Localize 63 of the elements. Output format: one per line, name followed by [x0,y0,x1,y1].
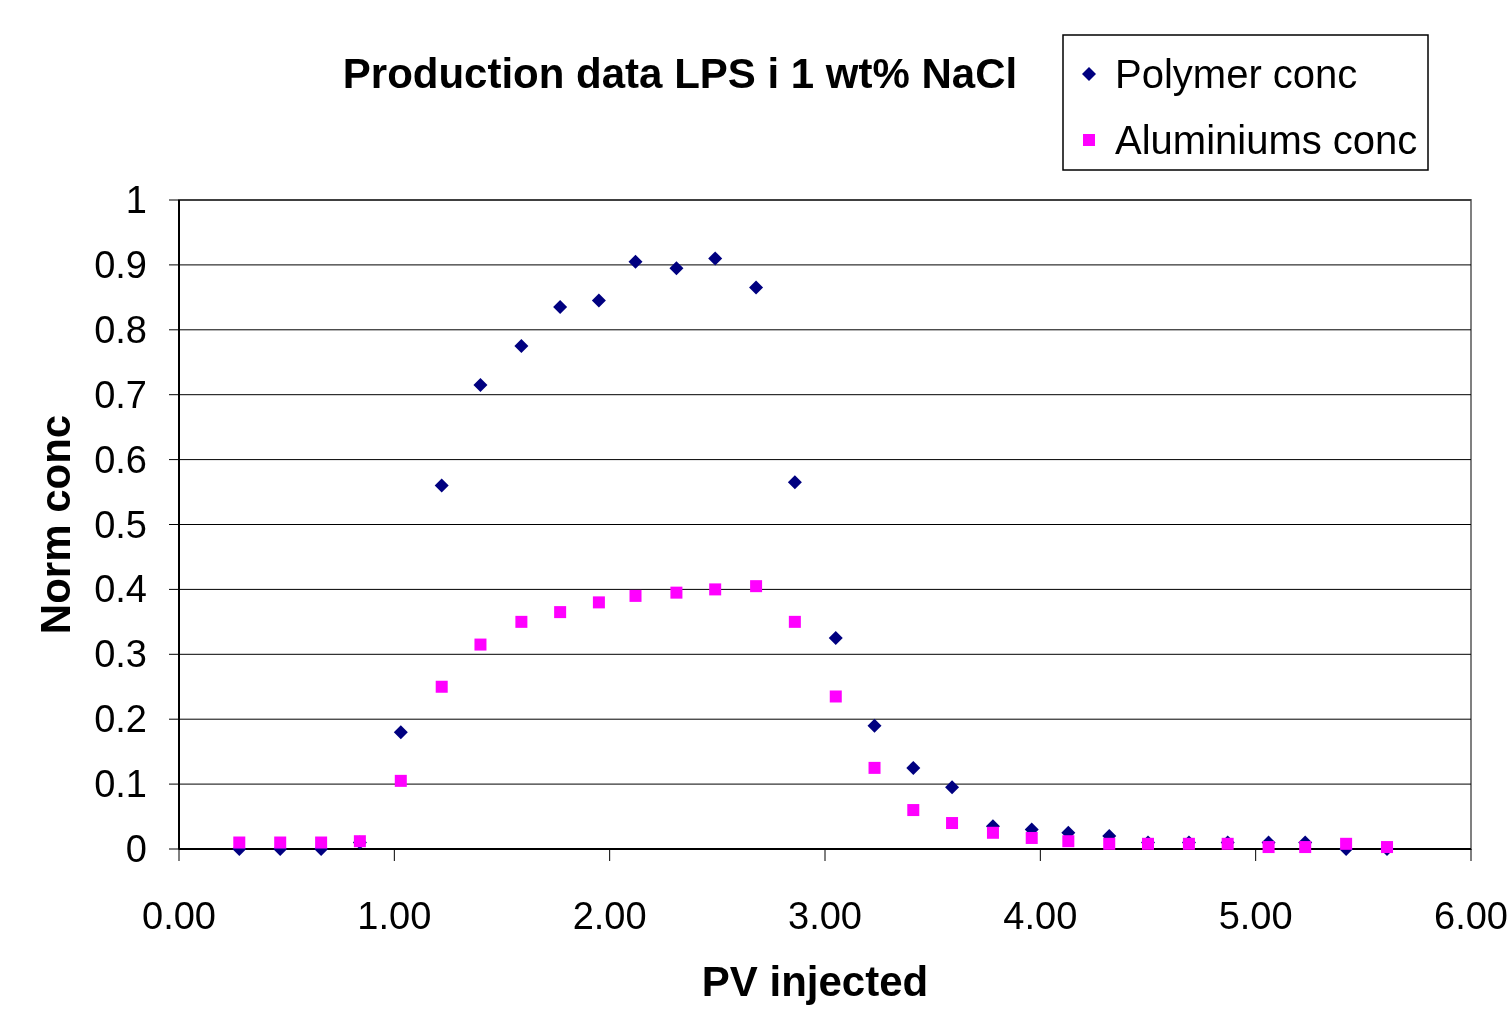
point [788,615,801,628]
legend-label: Polymer conc [1115,52,1358,96]
point [867,718,882,733]
x-tick-label: 6.00 [1434,895,1508,937]
point [708,251,723,266]
point [553,300,568,315]
y-tick-label: 0 [125,828,147,870]
x-tick-label: 0.00 [142,895,216,937]
point [1340,837,1353,850]
legend-label: Aluminiums conc [1115,118,1418,162]
y-tick-label: 0.2 [94,698,147,741]
point [907,804,920,817]
point [670,586,683,599]
y-tick-label: 0.6 [94,438,147,481]
x-axis-title: PV injected [701,958,929,1005]
point [591,293,606,308]
point [1103,837,1116,850]
y-tick-label: 0.1 [94,763,147,806]
point [554,606,567,619]
point [829,690,842,703]
x-tick-label: 3.00 [788,895,862,937]
x-tick-label: 2.00 [572,895,647,937]
point [315,836,328,849]
point [592,596,605,609]
point [514,339,529,354]
point [1262,841,1275,854]
point [828,631,843,646]
y-tick-label: 0.4 [94,568,147,611]
point [434,478,449,493]
point [945,780,960,795]
point [946,817,959,830]
x-tick-label: 5.00 [1218,895,1293,937]
point [986,826,999,839]
y-tick-label: 0.5 [94,503,147,546]
point [669,261,684,276]
y-axis-title: Norm conc [32,414,79,635]
point [1062,835,1075,848]
y-tick-label: 0.7 [94,373,147,416]
x-tick-label: 1.00 [357,895,432,937]
point [868,761,881,774]
y-tick-label: 0.8 [94,308,147,351]
point [394,774,407,787]
point [1299,841,1312,854]
chart-title: Production data LPS i 1 wt% NaCl [342,50,1018,97]
point [709,583,722,596]
point [749,280,764,295]
point [750,580,763,593]
point [628,254,643,269]
x-tick-label: 4.00 [1003,895,1078,937]
point [393,725,408,740]
y-tick-label: 1 [125,179,147,221]
point [515,615,528,628]
point [473,377,488,392]
y-tick-label: 0.9 [94,243,147,286]
point [474,638,487,651]
point [435,680,448,693]
point [787,475,802,490]
point [629,589,642,602]
point [274,836,287,849]
y-tick-label: 0.3 [94,633,147,676]
point [906,760,921,775]
point [1025,831,1038,844]
point [233,836,246,849]
